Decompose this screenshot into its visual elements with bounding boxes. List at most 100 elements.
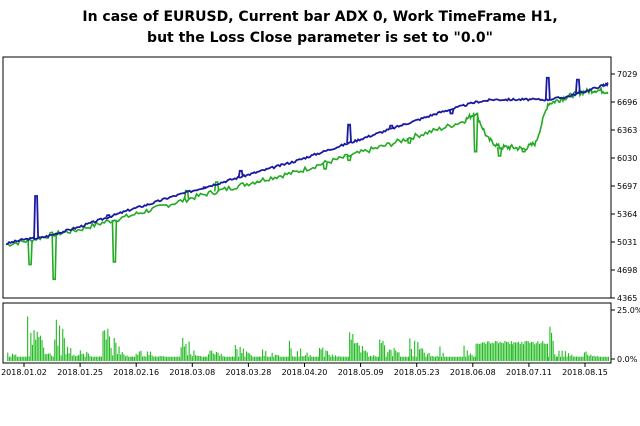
load-bar (551, 332, 553, 361)
load-bar (132, 356, 134, 361)
load-bar (583, 352, 585, 361)
load-bar (328, 354, 330, 361)
load-bar (89, 356, 91, 361)
load-bar (177, 356, 179, 361)
load-bar (164, 356, 166, 361)
load-bar (415, 356, 417, 361)
load-bar (502, 343, 504, 361)
load-bar (591, 356, 593, 361)
load-bar (288, 340, 290, 361)
load-bar (46, 354, 48, 361)
load-bar (463, 345, 465, 361)
load-bar (522, 344, 524, 361)
load-bar (488, 341, 490, 361)
load-bar (137, 354, 139, 361)
load-bar (36, 331, 38, 361)
balance-spike (237, 169, 244, 177)
load-bar (590, 354, 592, 361)
load-bar (453, 356, 455, 361)
load-bar (190, 354, 192, 361)
load-bar (607, 356, 609, 361)
load-bar (214, 354, 216, 361)
load-bar (595, 356, 597, 361)
load-bar (327, 351, 329, 361)
load-bar (355, 343, 357, 361)
load-bar (196, 355, 198, 361)
load-bar (571, 354, 573, 361)
balance-spike (105, 214, 112, 218)
load-bar (78, 354, 80, 361)
load-bar (388, 349, 390, 361)
x-tick-label: 2018.08.15 (562, 368, 608, 377)
load-bar (377, 356, 379, 361)
load-bar (545, 344, 547, 361)
balance-spike (388, 124, 395, 130)
load-bar (174, 356, 176, 361)
equity-drawdown (496, 147, 503, 157)
equity-drawdown (51, 234, 57, 281)
load-bar (231, 356, 233, 361)
load-bar (343, 356, 345, 361)
load-bar (161, 356, 163, 361)
load-bar (188, 341, 190, 361)
load-bar (23, 356, 25, 361)
load-bar (447, 356, 449, 361)
load-bar (238, 356, 240, 361)
load-bar (603, 356, 605, 361)
load-bar (244, 356, 246, 361)
load-bar (349, 332, 351, 361)
load-bar (24, 356, 26, 361)
load-bar (387, 352, 389, 361)
load-bar (278, 355, 280, 361)
load-bar (338, 356, 340, 361)
load-bar (554, 354, 556, 361)
load-bar (301, 356, 303, 361)
load-bar (374, 356, 376, 361)
load-bar (281, 356, 283, 361)
load-bar (167, 356, 169, 361)
load-bar (465, 356, 467, 361)
balance-equity-panel: 7029 6696 6363 6030 5697 5364 5031 4698 4365 (2, 56, 637, 303)
equity-drawdown (27, 240, 33, 266)
load-bar (320, 349, 322, 361)
load-bar (311, 356, 313, 361)
load-bar (569, 356, 571, 361)
load-bar (151, 355, 153, 361)
load-bar (60, 355, 62, 361)
load-bar (596, 355, 598, 361)
load-bar (156, 356, 158, 361)
load-bar (239, 347, 241, 361)
load-bar (185, 343, 187, 361)
load-bar (273, 356, 275, 361)
load-bar (92, 356, 94, 361)
load-bar (358, 345, 360, 361)
load-bar (86, 351, 88, 361)
load-bar (365, 350, 367, 361)
load-bar (392, 356, 394, 361)
load-bar (180, 347, 182, 361)
load-bar (116, 354, 118, 361)
load-bar (257, 356, 259, 361)
load-bar (434, 356, 436, 361)
load-bar (169, 356, 171, 361)
load-bar (35, 339, 37, 361)
load-bar (400, 356, 402, 361)
load-bar (546, 343, 548, 361)
load-bar (284, 356, 286, 361)
load-bar (325, 350, 327, 361)
load-bar (513, 342, 515, 361)
load-bar (579, 356, 581, 361)
load-bar (376, 356, 378, 361)
load-bar (193, 350, 195, 361)
load-bar (150, 351, 152, 361)
load-bar (131, 356, 133, 361)
load-bar (509, 343, 511, 361)
load-bar (566, 356, 568, 361)
load-bar (254, 356, 256, 361)
load-bar (403, 356, 405, 361)
load-bar (360, 352, 362, 361)
y-tick-label: 4698 (617, 266, 637, 275)
load-bar (353, 343, 355, 361)
load-bar (270, 356, 272, 361)
load-bar (549, 326, 551, 361)
